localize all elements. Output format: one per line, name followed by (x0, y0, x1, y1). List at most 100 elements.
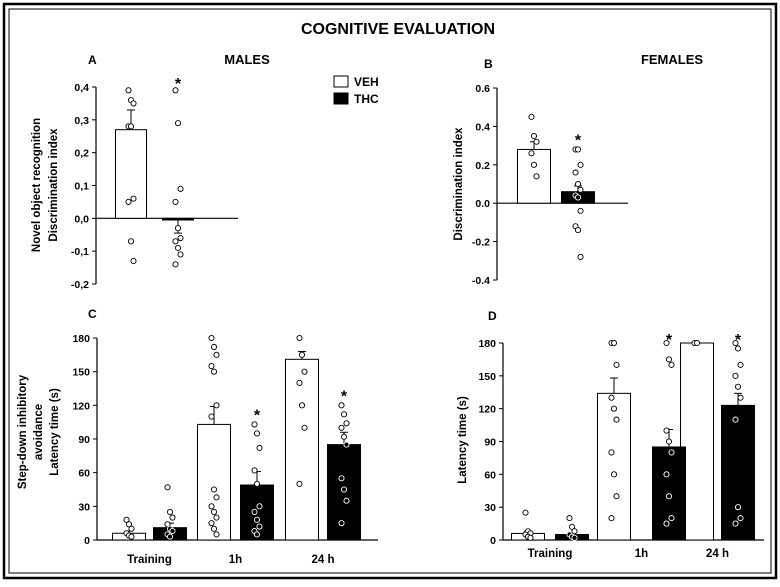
data-point-veh (296, 379, 303, 386)
data-point-thc (568, 523, 576, 530)
data-point-thc (566, 515, 573, 522)
data-point-veh (528, 150, 535, 157)
data-point-veh (213, 531, 220, 538)
y-tick-label: 0,2 (74, 148, 89, 160)
significance-star: * (254, 407, 261, 424)
data-point-thc (571, 528, 578, 535)
y-axis-label: Discrimination index (453, 127, 465, 241)
x-category-label: 24 h (706, 548, 729, 560)
data-point-veh (693, 339, 701, 347)
y-axis-label: Latency time (s) (457, 396, 469, 484)
y-tick-label: 90 (484, 437, 496, 449)
data-point-veh (296, 334, 303, 342)
inner-frame (8, 8, 772, 574)
data-point-veh (208, 503, 215, 510)
panel-a: A -0,2 -0,1 0,0 0,1 0,2 0,3 0,4 Novel object rec… (31, 53, 238, 291)
data-point-veh (608, 515, 615, 522)
data-point-thc (574, 194, 582, 201)
bar-veh (197, 423, 231, 541)
data-point-veh (130, 257, 137, 265)
data-point-thc (343, 420, 350, 427)
y-tick-label: 150 (478, 371, 496, 383)
data-point-veh (530, 132, 538, 140)
data-point-thc (172, 238, 179, 245)
data-point-thc (177, 234, 184, 242)
data-point-thc (577, 161, 584, 168)
data-point-veh (608, 449, 615, 456)
data-point-veh (128, 533, 135, 540)
data-point-thc (174, 244, 182, 251)
panel-d: D 0 30 60 90 120 150 180 Latency time (s) * * Train… (457, 309, 764, 560)
panel-letter: C (88, 307, 97, 321)
data-point-thc (164, 521, 171, 528)
data-point-thc (174, 120, 182, 127)
y-tick-label: 0.4 (475, 121, 490, 133)
y-tick-label: 0,3 (74, 115, 89, 127)
y-tick-label: 0,0 (74, 213, 89, 225)
data-point-thc (169, 527, 176, 535)
data-point-thc (251, 508, 258, 515)
data-point-thc (577, 186, 584, 193)
panel-b: B -0.4 -0.2 0.0 0.2 0.4 0.6 Discrimination inde… (453, 57, 628, 287)
data-point-thc (574, 180, 582, 188)
data-point-veh (210, 368, 218, 375)
data-point-thc (340, 411, 348, 418)
data-point-thc (172, 261, 179, 268)
data-point-veh (527, 534, 534, 541)
data-point-veh (208, 334, 215, 342)
legend: VEH THC (333, 75, 379, 106)
x-category-label: 24 h (311, 554, 334, 566)
panel-letter: A (88, 53, 97, 67)
bar-veh (115, 129, 147, 219)
data-point-veh (208, 413, 215, 420)
data-point-thc (253, 430, 261, 437)
data-point-veh (210, 508, 218, 515)
y-tick-label: 0.6 (475, 83, 490, 95)
data-point-thc (166, 533, 174, 540)
y-tick-label: 0,1 (74, 181, 89, 193)
data-point-veh (608, 394, 615, 401)
data-point-thc (343, 497, 350, 504)
data-point-thc (177, 185, 184, 192)
data-point-veh (213, 351, 220, 358)
data-point-thc (572, 169, 579, 176)
data-point-thc (166, 508, 174, 515)
y-tick-label: 0.2 (475, 160, 490, 172)
y-tick-label: 120 (72, 400, 90, 412)
data-point-thc (665, 493, 673, 500)
data-point-thc (571, 534, 578, 541)
figure-title: COGNITIVE EVALUATION (301, 21, 495, 38)
data-point-thc (338, 475, 345, 482)
data-point-thc (577, 253, 584, 261)
data-point-thc (737, 394, 744, 401)
y-axis-label: Step-down inhibitory (17, 374, 29, 489)
data-point-veh (208, 363, 215, 370)
outer-frame (2, 2, 778, 580)
data-point-thc (668, 515, 675, 522)
data-point-veh (125, 521, 133, 528)
data-point-thc (574, 146, 582, 153)
females-header: FEMALES (641, 52, 703, 67)
data-point-veh (301, 368, 308, 375)
data-point-thc (253, 480, 261, 487)
data-point-thc (663, 471, 670, 478)
data-point-thc (734, 504, 742, 511)
data-point-thc (663, 520, 670, 527)
y-tick-label: 180 (478, 338, 496, 350)
significance-star: * (666, 332, 673, 349)
data-point-veh (127, 238, 135, 245)
data-point-veh (208, 520, 215, 527)
data-point-veh (213, 514, 220, 521)
data-point-veh (128, 525, 135, 532)
data-point-veh (296, 480, 303, 487)
data-point-veh (123, 516, 130, 523)
data-point-veh (301, 424, 308, 431)
data-point-thc (737, 515, 744, 522)
y-tick-label: 30 (78, 501, 90, 513)
data-point-thc (663, 339, 670, 347)
data-point-thc (172, 87, 179, 94)
data-point-thc (251, 467, 258, 474)
data-point-thc (663, 427, 670, 434)
legend-swatch-thc (333, 92, 349, 105)
